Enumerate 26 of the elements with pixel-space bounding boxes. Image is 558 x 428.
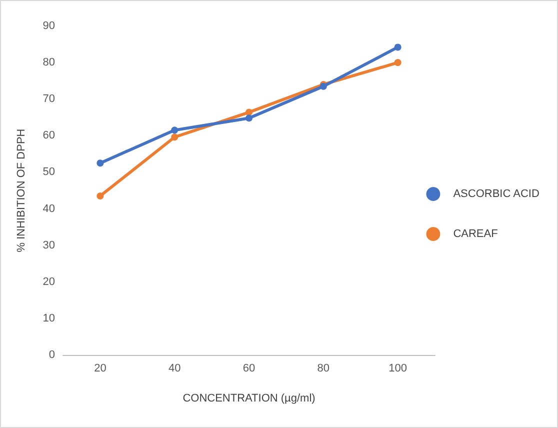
point [96, 160, 104, 167]
point [171, 126, 178, 134]
y-tick-label: 50 [42, 166, 55, 178]
y-tick-label: 60 [42, 130, 55, 142]
legend-label: CAREAF [453, 228, 498, 240]
x-tick-label: 100 [388, 362, 407, 374]
point [394, 59, 402, 66]
y-tick-label: 0 [48, 349, 55, 361]
legend-label: ASCORBIC ACID [453, 188, 540, 200]
x-tick-label: 20 [94, 362, 106, 374]
point [246, 114, 252, 122]
y-tick-label: 90 [42, 20, 55, 32]
y-tick-label: 10 [42, 312, 55, 324]
y-axis-title: % INHIBITION OF DPPH [16, 128, 28, 252]
y-tick-label: 30 [42, 239, 55, 252]
y-tick-label: 20 [42, 276, 55, 288]
x-tick-label: 80 [317, 362, 330, 374]
y-tick-label: 80 [42, 56, 55, 69]
point [96, 192, 104, 200]
y-tick-label: 70 [42, 93, 55, 106]
x-axis-title: CONCENTRATION (µg/ml) [182, 392, 316, 404]
x-tick-label: 60 [242, 362, 256, 374]
y-tick-label: 40 [42, 202, 55, 215]
x-tick-label: 40 [168, 362, 181, 374]
point [171, 134, 178, 141]
point [394, 44, 402, 51]
